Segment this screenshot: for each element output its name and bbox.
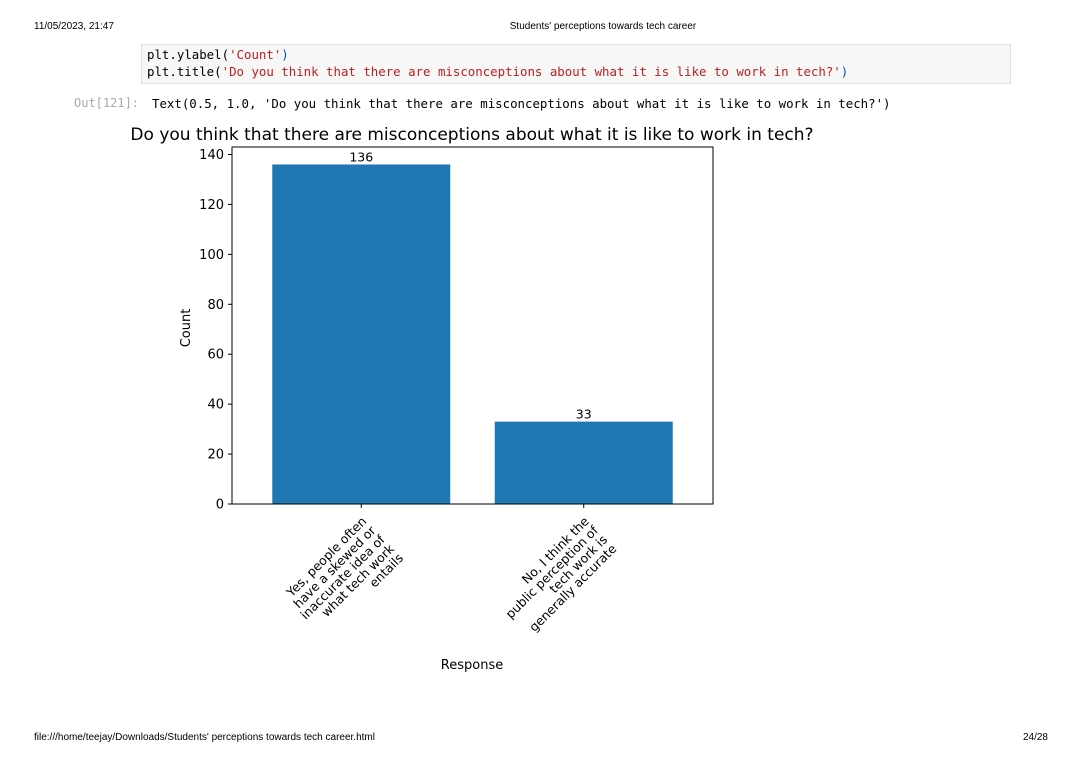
bar-data-label: 33 — [576, 407, 592, 422]
y-tick-label: 120 — [199, 198, 224, 213]
print-page-number: 24/28 — [1022, 732, 1048, 743]
y-tick-label: 140 — [199, 148, 224, 163]
code-call: plt.title( — [147, 64, 222, 79]
code-string: 'Do you think that there are misconcepti… — [221, 64, 841, 79]
y-tick-label: 20 — [207, 448, 224, 463]
y-tick-label: 60 — [207, 348, 224, 363]
code-cell: plt.ylabel('Count') plt.title('Do you th… — [141, 44, 1011, 84]
bar — [272, 164, 451, 504]
code-line-ylabel: plt.ylabel('Count') — [147, 47, 289, 62]
y-tick-label: 40 — [207, 398, 224, 413]
y-tick-label: 100 — [199, 248, 224, 263]
code-paren: ) — [281, 47, 289, 62]
x-tick-label: No, I think thepublic perception oftech … — [493, 513, 620, 640]
y-tick-label: 0 — [216, 498, 224, 513]
y-axis-label: Count — [179, 309, 194, 348]
print-document-title: Students' perceptions towards tech caree… — [509, 21, 697, 32]
bar — [494, 421, 673, 504]
code-line-title: plt.title('Do you think that there are m… — [147, 64, 848, 79]
chart-title: Do you think that there are misconceptio… — [130, 125, 813, 145]
y-tick-label: 80 — [207, 298, 224, 313]
x-tick-label: Yes, people oftenhave a skewed orinaccur… — [279, 513, 407, 641]
code-string: 'Count' — [229, 47, 282, 62]
print-file-path: file:///home/teejay/Downloads/Students' … — [34, 732, 375, 743]
x-axis-label: Response — [441, 658, 503, 673]
code-call: plt.ylabel( — [147, 47, 230, 62]
print-timestamp: 11/05/2023, 21:47 — [34, 21, 114, 32]
plot-frame — [231, 146, 714, 505]
code-paren: ) — [840, 64, 849, 79]
bar-data-label: 136 — [349, 149, 373, 164]
output-text: Text(0.5, 1.0, 'Do you think that there … — [152, 96, 891, 111]
output-prompt: Out[121]: — [74, 96, 140, 110]
